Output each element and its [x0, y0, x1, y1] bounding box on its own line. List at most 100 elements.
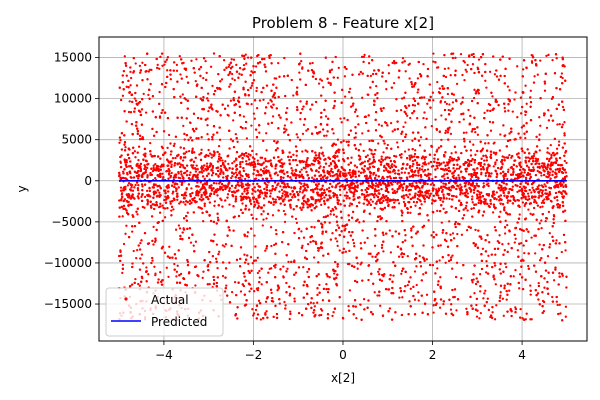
scatter-point: [302, 123, 306, 126]
scatter-point: [425, 258, 428, 261]
scatter-point: [499, 294, 502, 297]
scatter-point: [513, 241, 516, 244]
scatter-point: [258, 269, 261, 273]
scatter-point: [262, 98, 265, 101]
scatter-point: [230, 176, 233, 180]
scatter-point: [306, 242, 310, 246]
scatter-point: [269, 226, 273, 229]
scatter-point: [493, 73, 497, 76]
scatter-point: [337, 151, 340, 154]
scatter-point: [177, 224, 181, 227]
scatter-point: [536, 73, 539, 76]
scatter-point: [348, 168, 352, 172]
scatter-point: [373, 291, 376, 294]
scatter-point: [373, 206, 376, 210]
scatter-point: [482, 297, 485, 300]
scatter-point: [289, 206, 292, 209]
scatter-point: [234, 171, 238, 174]
scatter-point: [401, 296, 404, 299]
scatter-point: [409, 116, 412, 120]
scatter-point: [413, 298, 417, 301]
scatter-point: [556, 199, 559, 202]
scatter-point: [316, 156, 319, 160]
scatter-point: [376, 97, 379, 100]
scatter-point: [404, 70, 407, 73]
scatter-point: [134, 62, 137, 65]
scatter-point: [564, 315, 567, 318]
scatter-point: [480, 191, 483, 194]
scatter-point: [387, 64, 390, 67]
scatter-point: [450, 194, 454, 198]
scatter-point: [251, 71, 255, 74]
scatter-point: [551, 58, 554, 62]
scatter-point: [493, 225, 497, 229]
scatter-point: [211, 84, 214, 88]
scatter-point: [472, 206, 475, 210]
scatter-point: [366, 154, 369, 157]
scatter-point: [432, 99, 435, 102]
scatter-point: [295, 105, 299, 109]
scatter-point: [384, 158, 387, 161]
scatter-point: [450, 303, 453, 306]
scatter-point: [434, 118, 437, 121]
scatter-point: [289, 310, 292, 313]
scatter-point: [119, 176, 122, 179]
scatter-point: [194, 284, 197, 287]
scatter-point: [407, 196, 410, 199]
scatter-point: [408, 77, 411, 80]
scatter-point: [207, 99, 210, 102]
scatter-point: [410, 229, 413, 232]
scatter-point: [179, 73, 182, 76]
scatter-point: [424, 194, 427, 197]
scatter-point: [381, 208, 385, 211]
scatter-point: [485, 202, 488, 205]
scatter-point: [465, 204, 468, 208]
scatter-point: [233, 280, 237, 284]
scatter-point: [455, 261, 459, 264]
scatter-point: [273, 243, 276, 247]
scatter-point: [246, 182, 250, 185]
scatter-point: [511, 185, 514, 188]
scatter-point: [166, 146, 169, 150]
scatter-point: [270, 189, 273, 192]
scatter-point: [226, 113, 229, 117]
scatter-point: [146, 166, 149, 170]
scatter-point: [326, 291, 330, 294]
scatter-point: [300, 182, 303, 185]
scatter-point: [331, 232, 334, 235]
scatter-point: [169, 200, 172, 203]
scatter-point: [510, 165, 513, 169]
scatter-point: [538, 116, 541, 119]
scatter-point: [547, 159, 551, 163]
scatter-point: [516, 116, 519, 119]
scatter-point: [429, 183, 433, 186]
scatter-point: [230, 72, 234, 76]
scatter-point: [416, 117, 419, 120]
scatter-point: [540, 219, 543, 222]
scatter-point: [350, 96, 353, 99]
scatter-point: [125, 224, 128, 227]
scatter-point: [242, 63, 246, 67]
scatter-point: [565, 161, 568, 165]
scatter-point: [397, 255, 401, 258]
scatter-point: [276, 195, 279, 199]
scatter-point: [267, 271, 270, 274]
scatter-point: [548, 243, 552, 246]
scatter-point: [203, 177, 206, 181]
scatter-point: [181, 93, 184, 96]
scatter-point: [302, 266, 305, 269]
scatter-point: [247, 153, 250, 156]
scatter-point: [332, 311, 335, 314]
scatter-point: [265, 165, 268, 168]
scatter-point: [161, 64, 164, 67]
scatter-point: [441, 231, 444, 234]
scatter-point: [201, 166, 205, 169]
scatter-point: [281, 192, 284, 195]
scatter-point: [261, 224, 264, 227]
scatter-point: [523, 251, 526, 255]
scatter-point: [461, 96, 465, 99]
scatter-point: [531, 186, 534, 189]
scatter-point: [401, 139, 405, 143]
scatter-point: [166, 56, 170, 59]
scatter-point: [507, 168, 510, 171]
